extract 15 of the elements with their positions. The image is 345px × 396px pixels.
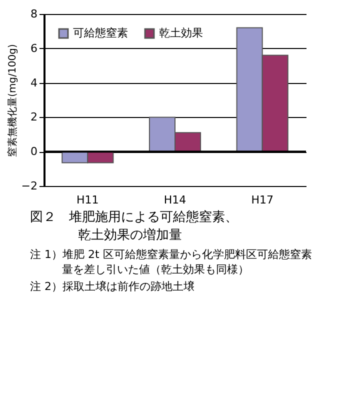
text: 注 1）堆肥 2t 区可給態窒素量から化学肥料区可給態窒素量を差し引いた値（乾土効果も同様）: [30, 247, 312, 277]
y-axis-title: 窒素無機化量(mg/100g): [6, 44, 18, 157]
x-tick-label: H17: [251, 194, 274, 206]
y-tick-label: −2: [21, 180, 38, 192]
y-tick-label: 2: [30, 110, 38, 124]
y-tick-label: 6: [30, 42, 38, 55]
x-tick-label: H14: [164, 194, 186, 206]
y-tick-label: 0: [30, 145, 38, 158]
x-tick-label: H11: [76, 194, 99, 206]
text: 図２ 堆肥施用による可給態窒素、乾土効果の増加量: [30, 209, 239, 245]
y-tick-label: 4: [30, 76, 38, 90]
legend-label: 乾土効果: [159, 26, 203, 40]
legend-label: 可給態窒素: [73, 26, 128, 40]
y-tick-label: 8: [30, 8, 38, 20]
text: 注 2）採取土壌は前作の跡地土壌: [30, 279, 196, 294]
